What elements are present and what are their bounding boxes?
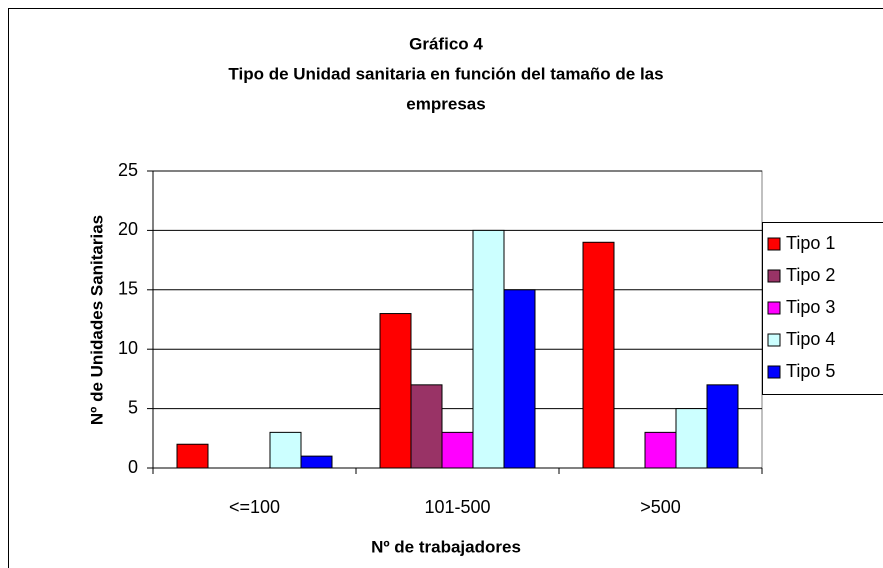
x-tick-label: 101-500 [424,497,490,517]
legend-label: Tipo 3 [786,297,835,317]
legend-swatch [767,301,781,315]
y-tick-label: 20 [118,219,138,239]
bar [644,431,677,469]
x-tick-label: <=100 [229,497,280,517]
legend-swatch [767,333,781,347]
bar [675,408,708,469]
legend-swatch [767,237,781,251]
y-tick-label: 15 [118,279,138,299]
y-tick-label: 5 [128,397,138,417]
x-tick-label: >500 [640,497,681,517]
bar [582,241,615,469]
legend-box [762,222,883,395]
y-tick-label: 0 [128,457,138,477]
legend-label: Tipo 4 [786,329,835,349]
x-axis-label: Nº de trabajadores [371,537,521,556]
bar [472,229,505,469]
legend-swatch [767,365,781,379]
y-tick-label: 25 [118,160,138,180]
bar [706,384,739,469]
bar [410,384,443,469]
chart-title: Tipo de Unidad sanitaria en función del … [228,64,663,83]
bar [503,289,536,469]
legend-label: Tipo 2 [786,265,835,285]
bar [176,443,209,469]
chart-title: empresas [406,94,485,113]
chart-title: Gráfico 4 [409,34,483,53]
y-tick-label: 10 [118,338,138,358]
y-axis-label: Nº de Unidades Sanitarias [87,215,106,425]
legend-label: Tipo 5 [786,361,835,381]
bar [269,431,302,469]
plot-area [152,170,763,469]
legend-label: Tipo 1 [786,233,835,253]
legend-swatch [767,269,781,283]
bar [379,313,412,469]
bar [300,455,333,469]
bar [441,431,474,469]
